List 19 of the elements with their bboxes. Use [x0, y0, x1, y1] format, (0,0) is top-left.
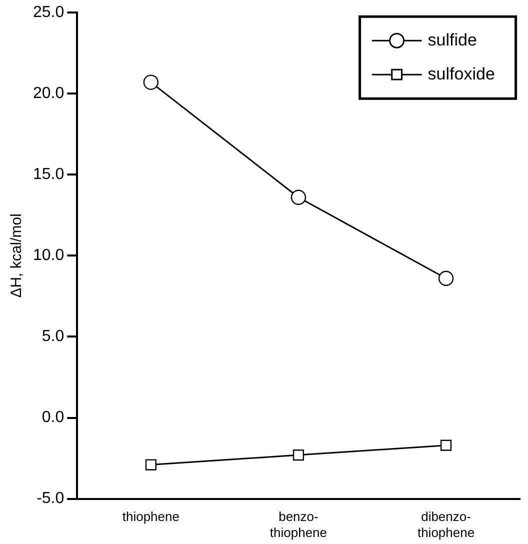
- legend-label: sulfoxide: [428, 64, 495, 84]
- legend-label: sulfide: [428, 30, 477, 50]
- y-axis-title: ΔH, kcal/mol: [8, 214, 26, 298]
- y-tick-label: 15.0: [33, 166, 64, 184]
- point: [145, 459, 156, 470]
- point: [438, 270, 454, 286]
- y-tick-label: -5.0: [36, 490, 64, 508]
- y-tick-label: 25.0: [33, 4, 64, 22]
- y-tick-label: 5.0: [42, 328, 64, 346]
- point: [440, 440, 452, 451]
- y-tick-label: 0.0: [42, 409, 64, 426]
- x-tick-label: dibenzo-thiophene: [417, 509, 475, 540]
- x-tick-label: thiophene: [122, 509, 180, 524]
- x-tick-label: benzo-thiophene: [270, 509, 328, 540]
- y-tick-label: 10.0: [33, 247, 64, 264]
- point: [292, 449, 304, 461]
- point: [290, 190, 306, 205]
- y-tick-label: 20.0: [33, 85, 64, 102]
- point: [143, 74, 159, 90]
